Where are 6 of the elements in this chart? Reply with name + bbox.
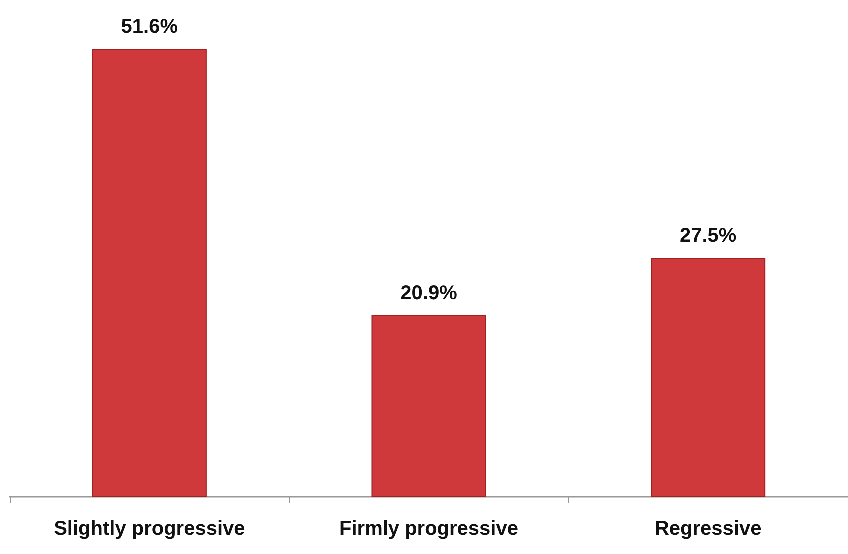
- x-tick-label: Regressive: [654, 518, 762, 540]
- data-label: 27.5%: [680, 225, 737, 248]
- data-label: 51.6%: [121, 16, 178, 38]
- data-label: 20.9%: [400, 282, 458, 305]
- x-tick-label: Slightly progressive: [54, 518, 246, 540]
- x-tick-label: Firmly progressive: [340, 518, 518, 540]
